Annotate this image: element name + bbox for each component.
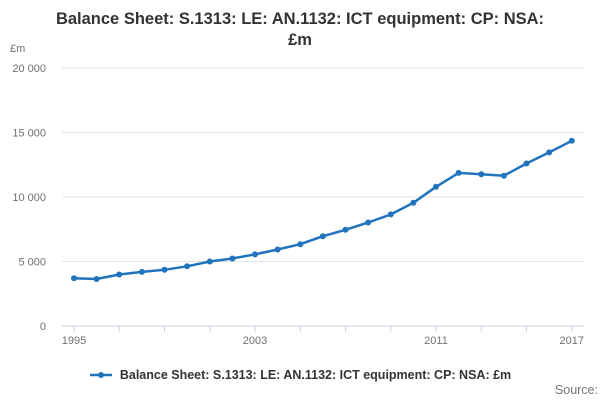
svg-text:10 000: 10 000: [12, 192, 46, 204]
x-axis-ticks: [73, 326, 573, 332]
legend-series-marker-icon: [89, 372, 112, 378]
x-axis-labels: 1995 2003 2011 2017: [62, 335, 584, 347]
y-axis-unit-label: £m: [10, 43, 26, 55]
legend-series-label: Balance Sheet: S.1313: LE: AN.1132: ICT …: [119, 368, 512, 382]
y-gridlines: [62, 67, 584, 262]
svg-text:2003: 2003: [243, 335, 267, 347]
chart-legend[interactable]: Balance Sheet: S.1313: LE: AN.1132: ICT …: [0, 365, 600, 385]
svg-text:1995: 1995: [62, 335, 86, 347]
source-note: Source:: [554, 383, 598, 397]
svg-text:20 000: 20 000: [12, 63, 46, 75]
series-line[interactable]: [72, 139, 574, 281]
svg-text:2011: 2011: [424, 335, 448, 347]
svg-text:2017: 2017: [560, 335, 584, 347]
svg-text:15 000: 15 000: [12, 128, 46, 140]
series-markers[interactable]: [71, 137, 575, 282]
chart-title: Balance Sheet: S.1313: LE: AN.1132: ICT …: [55, 10, 545, 50]
y-axis-labels: 0 5 000 10 000 15 000 20 000: [12, 63, 46, 333]
svg-text:0: 0: [40, 321, 46, 333]
svg-text:5 000: 5 000: [18, 257, 46, 269]
